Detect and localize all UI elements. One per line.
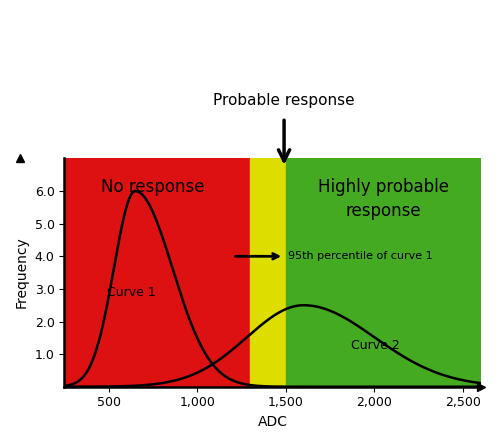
Bar [286,159,481,387]
Bar [250,159,286,387]
Text: Highly probable
response: Highly probable response [318,178,449,220]
Text: Curve 2: Curve 2 [352,340,400,353]
Text: Probable response: Probable response [214,93,355,108]
X-axis label: ADC: ADC [258,415,288,429]
Text: No response: No response [101,178,204,196]
Y-axis label: Frequency: Frequency [15,237,29,309]
Bar [64,159,250,387]
Text: 95th percentile of curve 1: 95th percentile of curve 1 [288,251,432,262]
Text: Curve 1: Curve 1 [107,285,156,299]
